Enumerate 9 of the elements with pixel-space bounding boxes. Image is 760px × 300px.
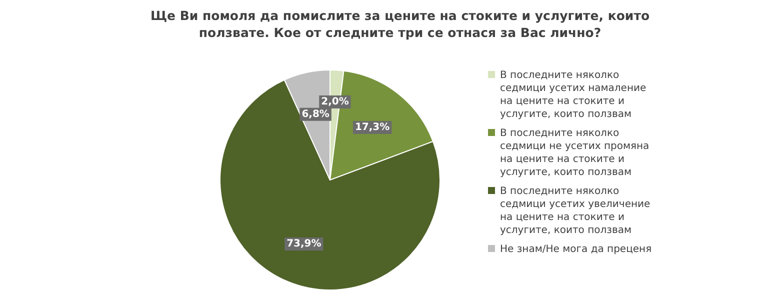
legend-label: Не знам/Не мога да преценя (500, 244, 652, 255)
legend-label: В последните няколко седмици усетих увеличение на цените на стоките и услугите, които ползвам (500, 186, 650, 236)
legend-label: В последните няколко седмици не усетих промяна на цените на стоките и услугите, които ползвам (500, 128, 650, 178)
legend-label: В последните няколко седмици усетих намаление на цените на стоките и услугите, които ползвам (500, 70, 646, 120)
chart-title: Ще Ви помоля да помислите за цените на стоките и услугите, които ползвате. Кое от следните три се отнася за Вас лично? (150, 8, 650, 40)
data-label: 2,0% (321, 96, 349, 108)
data-label: 73,9% (286, 238, 322, 250)
data-label: 6,8% (302, 108, 330, 120)
data-label: 17,3% (354, 122, 390, 134)
